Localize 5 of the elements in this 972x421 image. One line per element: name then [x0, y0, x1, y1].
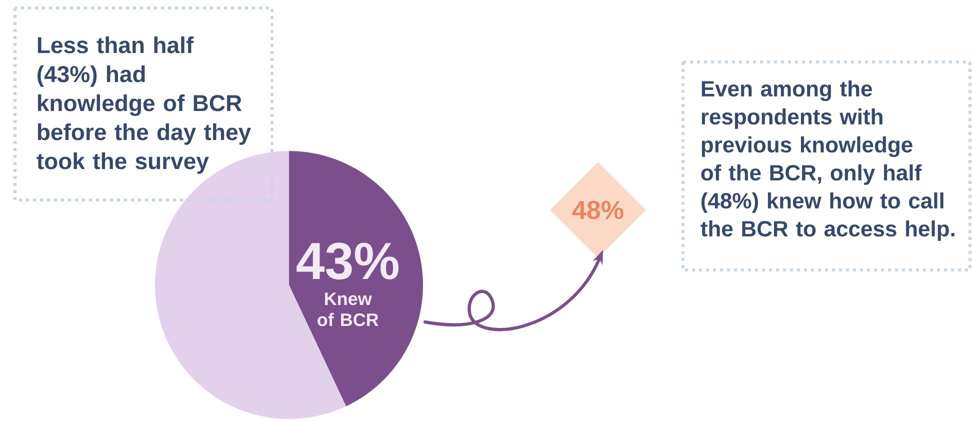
text: Less than half (43%) had knowledge of BCR before the day they took the survey [36, 36, 251, 174]
text: Even among the respondents with previous knowledge of the BCR, only half (48%) knew how to call the BCR to access help. [700, 80, 954, 241]
data-label: 43% [296, 242, 399, 280]
text: 48% [572, 200, 624, 220]
slice-label: Knew of BCR [318, 292, 378, 326]
